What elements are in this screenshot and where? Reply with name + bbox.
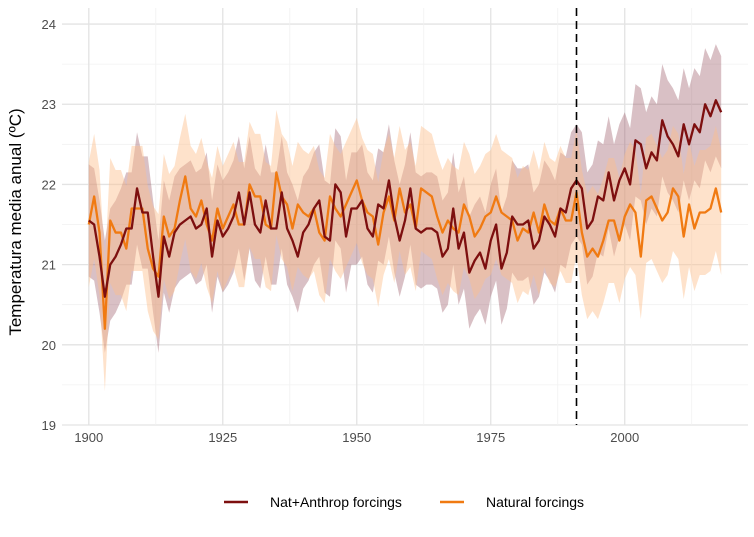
band-natural [88, 109, 722, 392]
y-tick-label: 22 [42, 177, 56, 192]
legend-label: Nat+Anthrop forcings [270, 494, 402, 510]
legend-label: Natural forcings [486, 494, 584, 510]
legend: Nat+Anthrop forcings Natural forcings [224, 494, 584, 510]
x-tick-label: 2000 [610, 430, 639, 445]
y-tick-label: 24 [42, 17, 56, 32]
y-tick-label: 19 [42, 418, 56, 433]
series-lines [87, 99, 723, 330]
band-nat-anthrop [88, 44, 722, 353]
y-tick-label: 20 [42, 338, 56, 353]
x-tick-label: 1950 [342, 430, 371, 445]
x-tick-label: 1900 [74, 430, 103, 445]
x-tick-label: 1975 [476, 430, 505, 445]
line-nat-anthrop [88, 99, 723, 298]
y-tick-label: 21 [42, 258, 56, 273]
uncertainty-bands [88, 44, 722, 392]
y-axis-label: Temperatura media anual (ºC) [6, 108, 25, 335]
line-natural [87, 171, 723, 330]
y-axis-ticks: 19 20 21 22 23 24 [42, 17, 56, 433]
x-axis-ticks: 1900 1925 1950 1975 2000 [74, 430, 639, 445]
y-tick-label: 23 [42, 97, 56, 112]
x-tick-label: 1925 [208, 430, 237, 445]
